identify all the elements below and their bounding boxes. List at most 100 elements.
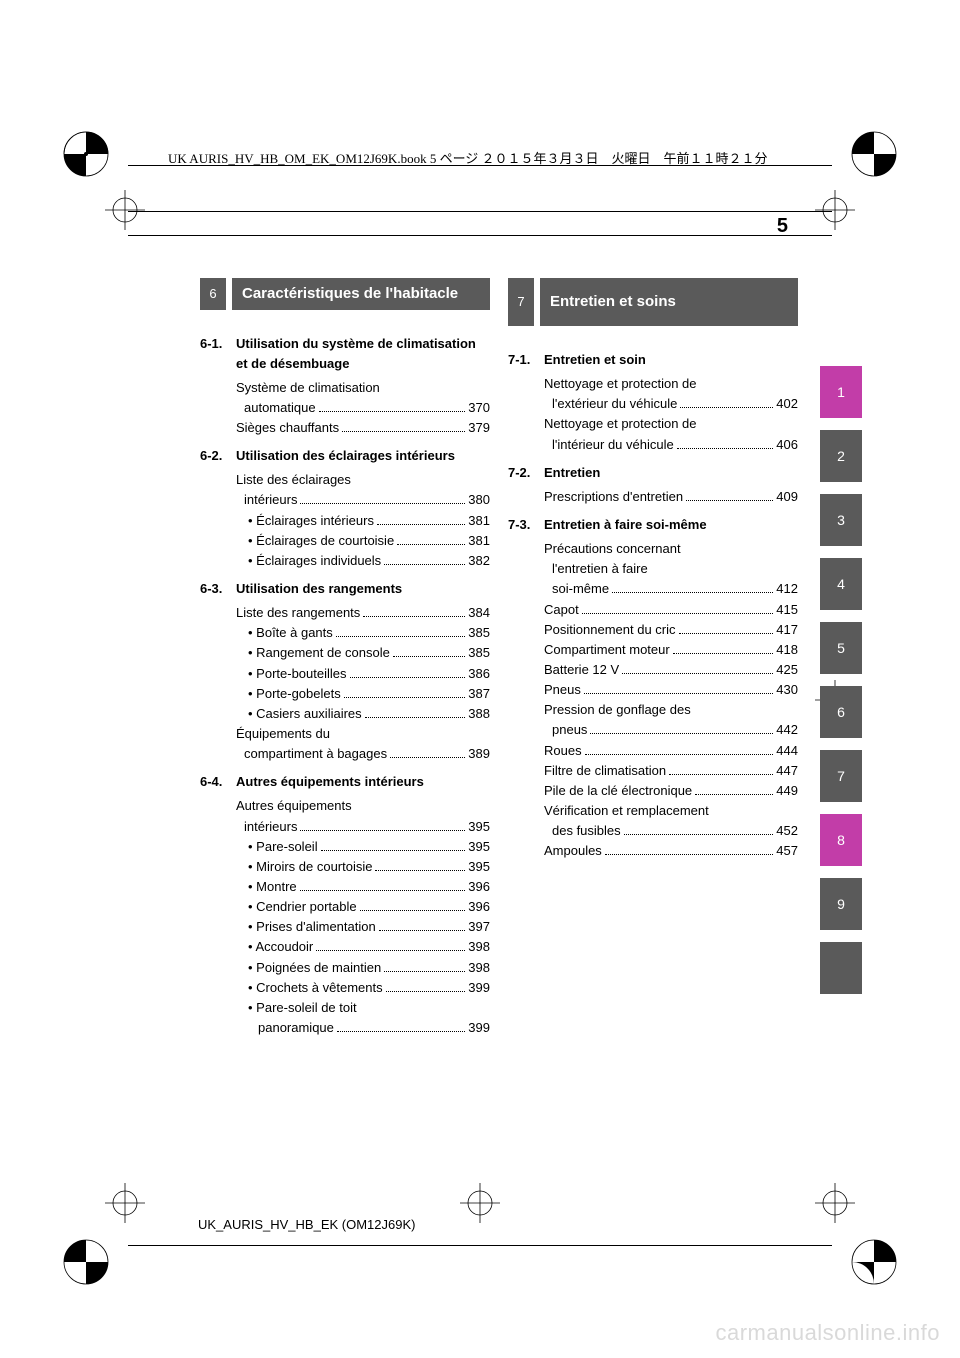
section-title: Entretien [544,463,798,483]
footer-code: UK_AURIS_HV_HB_EK (OM12J69K) [198,1217,415,1232]
toc-entry: • Prises d'alimentation 397 [248,917,490,937]
toc-label: Ampoules [544,841,602,861]
toc-page: 381 [468,531,490,551]
toc-page: 406 [776,435,798,455]
toc-entry: • Porte-gobelets387 [248,684,490,704]
chapter-title: Entretien et soins [540,278,798,326]
toc-page: 370 [468,398,490,418]
toc-entry-cont: soi-même412 [552,579,798,599]
toc-label: • Casiers auxiliaires [248,704,362,724]
toc-entry: Équipements du [236,724,490,744]
toc-label: • Cendrier portable [248,897,357,917]
toc-entry: • Casiers auxiliaires388 [248,704,490,724]
toc-page: 395 [468,857,490,877]
toc-page: 418 [776,640,798,660]
section-title: Utilisation du système de climatisation … [236,334,490,374]
toc-page: 384 [468,603,490,623]
toc-entry: • Poignées de maintien398 [248,958,490,978]
toc-label: l'entretien à faire [552,559,648,579]
registration-mark-bottom-left [60,1236,112,1288]
toc-page: 385 [468,643,490,663]
toc-label: Liste des éclairages [236,470,351,490]
toc-label: Filtre de climatisation [544,761,666,781]
section-number: 6-1. [200,334,236,374]
toc-column-right: 7 Entretien et soins 7-1.Entretien et so… [508,278,798,861]
section-number: 7-3. [508,515,544,535]
side-tab-4: 4 [820,558,862,610]
side-tabs: 123456789 [820,366,862,1006]
toc-label: panoramique [258,1018,334,1038]
toc-entry: Capot415 [544,600,798,620]
toc-page: 442 [776,720,798,740]
toc-page: 385 [468,623,490,643]
toc-page: 389 [468,744,490,764]
side-tab-9: 9 [820,878,862,930]
toc-entry: • Éclairages individuels382 [248,551,490,571]
toc-entry: • Miroirs de courtoisie 395 [248,857,490,877]
section-heading: 7-3.Entretien à faire soi-même [508,515,798,535]
toc-column-left: 6 Caractéristiques de l'habitacle 6-1.Ut… [200,278,490,1038]
toc-label: l'extérieur du véhicule [552,394,677,414]
toc-label: compartiment à bagages [244,744,387,764]
toc-page: 457 [776,841,798,861]
section-title: Entretien à faire soi-même [544,515,798,535]
toc-label: Équipements du [236,724,330,744]
toc-label: intérieurs [244,817,297,837]
toc-entry: • Pare-soleil de toit [248,998,490,1018]
toc-label: • Porte-gobelets [248,684,341,704]
print-header-text: UK AURIS_HV_HB_OM_EK_OM12J69K.book 5 ページ… [168,148,768,167]
toc-entry: Ampoules 457 [544,841,798,861]
section-heading: 6-3.Utilisation des rangements [200,579,490,599]
toc-page: 444 [776,741,798,761]
toc-page: 397 [468,917,490,937]
toc-label: • Éclairages intérieurs [248,511,374,531]
toc-page: 409 [776,487,798,507]
toc-label: Positionnement du cric [544,620,676,640]
toc-entry-cont: l'intérieur du véhicule406 [552,435,798,455]
crosshair-top-left [105,190,145,230]
side-tab-8: 8 [820,814,862,866]
toc-label: Vérification et remplacement [544,801,709,821]
guide-line-bottom [128,1245,832,1246]
toc-entry: • Cendrier portable 396 [248,897,490,917]
toc-entry: Système de climatisation [236,378,490,398]
separator-line-title [128,235,832,236]
toc-entry-cont: automatique370 [244,398,490,418]
side-tab-7: 7 [820,750,862,802]
toc-label: Pression de gonflage des [544,700,691,720]
toc-entry: • Accoudoir398 [248,937,490,957]
toc-entry-cont: compartiment à bagages 389 [244,744,490,764]
toc-entry-cont: intérieurs395 [244,817,490,837]
toc-page: 398 [468,958,490,978]
toc-page: 430 [776,680,798,700]
toc-entry: • Éclairages intérieurs381 [248,511,490,531]
chapter-number: 7 [508,278,534,326]
section-title: Utilisation des rangements [236,579,490,599]
toc-page: 417 [776,620,798,640]
crosshair-bottom-center [460,1183,500,1223]
watermark: carmanualsonline.info [715,1320,940,1346]
toc-entry: Prescriptions d'entretien409 [544,487,798,507]
toc-label: • Prises d'alimentation [248,917,376,937]
section-title: Autres équipements intérieurs [236,772,490,792]
section-number: 6-4. [200,772,236,792]
toc-label: • Éclairages de courtoisie [248,531,394,551]
toc-entry: Compartiment moteur 418 [544,640,798,660]
toc-entry-cont: l'entretien à faire [552,559,798,579]
section-heading: 6-2.Utilisation des éclairages intérieur… [200,446,490,466]
section-number: 7-2. [508,463,544,483]
toc-label: Compartiment moteur [544,640,670,660]
side-tab-3: 3 [820,494,862,546]
toc-page: 396 [468,897,490,917]
toc-entry: Roues444 [544,741,798,761]
toc-page: 379 [468,418,490,438]
toc-entry: Sièges chauffants379 [236,418,490,438]
toc-label: • Miroirs de courtoisie [248,857,372,877]
toc-label: Batterie 12 V [544,660,619,680]
toc-label: • Rangement de console [248,643,390,663]
toc-page: 386 [468,664,490,684]
side-tab-1: 1 [820,366,862,418]
toc-entry: • Boîte à gants385 [248,623,490,643]
toc-entry: • Crochets à vêtements399 [248,978,490,998]
crosshair-bottom-right [815,1183,855,1223]
